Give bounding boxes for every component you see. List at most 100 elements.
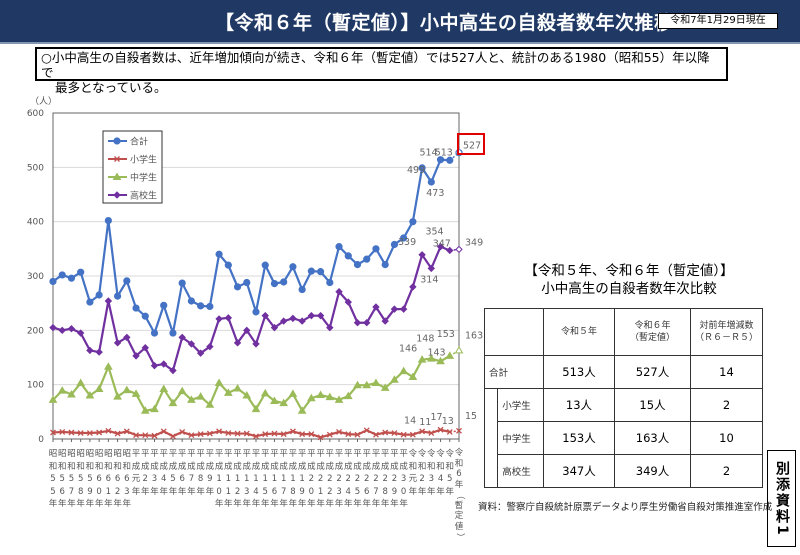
data-point [417, 355, 427, 363]
data-point [76, 329, 85, 337]
data-point [399, 366, 409, 375]
data-point [215, 250, 223, 258]
data-point [197, 302, 205, 310]
x-tick-label: 令和 6 年（暫定値） [454, 448, 465, 542]
data-point [426, 354, 436, 362]
data-point [456, 427, 462, 434]
data-point [150, 329, 159, 337]
data-point [344, 298, 352, 306]
data-point [113, 339, 122, 347]
data-point [150, 361, 159, 370]
data-point [409, 431, 416, 438]
data-point [437, 426, 444, 433]
data-point [409, 283, 417, 291]
y-tick-label: 100 [27, 381, 44, 391]
data-point [177, 386, 187, 395]
data-label: 14 [404, 415, 416, 426]
data-point [206, 430, 213, 437]
data-point [400, 431, 407, 438]
legend-box [102, 130, 163, 204]
attachment-tag: 別添資料1 [767, 450, 796, 547]
data-point [86, 298, 94, 306]
data-point [306, 393, 316, 402]
data-label: 148 [416, 334, 434, 345]
data-point [206, 342, 214, 351]
y-tick-label: 600 [27, 109, 44, 119]
data-point [49, 323, 57, 332]
data-point [103, 362, 113, 370]
data-point [326, 323, 334, 332]
data-point [270, 396, 279, 404]
data-label: 499 [407, 165, 425, 176]
data-point [289, 428, 296, 435]
data-point [150, 404, 159, 413]
data-point [187, 297, 196, 305]
data-point [344, 252, 352, 260]
data-point [114, 156, 120, 162]
page-title: 【令和６年（暫定値）】小中高生の自殺者数年次推移 [215, 12, 674, 34]
data-point [252, 340, 260, 348]
data-label: 13 [442, 416, 454, 427]
data-point [354, 431, 361, 438]
data-point [262, 431, 269, 438]
data-point [382, 429, 389, 436]
y-tick-label: 200 [27, 326, 44, 336]
data-label: 527 [463, 141, 481, 152]
data-point [196, 392, 206, 400]
data-point [86, 346, 94, 355]
table-row: 小学生 13人 15人 2 [483, 388, 763, 488]
cell-r6: 15人 [614, 388, 691, 422]
data-point [216, 428, 223, 435]
header-empty [484, 308, 544, 356]
data-point [57, 386, 67, 394]
data-point [418, 164, 426, 172]
legend-label: 高校生 [130, 190, 157, 202]
data-point [362, 380, 372, 389]
data-point [317, 434, 324, 441]
header-r5: 令和５年 [543, 308, 615, 356]
data-point [343, 391, 353, 400]
data-point [85, 391, 95, 399]
table-row: 合計 513人 527人 14 [484, 355, 763, 389]
data-point [409, 218, 417, 226]
data-point [49, 277, 57, 286]
data-point [113, 137, 121, 145]
data-point [178, 333, 186, 342]
cell-r6: 527人 [614, 355, 691, 389]
data-point [159, 384, 169, 393]
data-point [326, 278, 334, 287]
data-label: 349 [465, 237, 483, 248]
series-line [52, 428, 451, 439]
data-point [76, 378, 86, 387]
summary-note: ○小中高生の自殺者数は、近年増加傾向が続き、令和６年（暫定値）では527人と、統… [35, 47, 728, 95]
data-point [205, 400, 215, 408]
data-point [132, 304, 140, 312]
table-row: 高校生 347人 349人 2 [485, 454, 763, 488]
legend-label: 小学生 [130, 154, 157, 166]
data-point [336, 428, 343, 435]
data-point [224, 261, 232, 269]
data-point [298, 285, 306, 294]
data-point [188, 432, 195, 439]
data-point [206, 302, 214, 311]
data-point [160, 301, 168, 309]
data-point [105, 427, 112, 434]
data-point [307, 267, 315, 275]
data-point [418, 251, 426, 259]
data-point [160, 360, 168, 368]
data-point [307, 311, 316, 320]
data-point [325, 392, 335, 401]
data-point [112, 172, 122, 180]
